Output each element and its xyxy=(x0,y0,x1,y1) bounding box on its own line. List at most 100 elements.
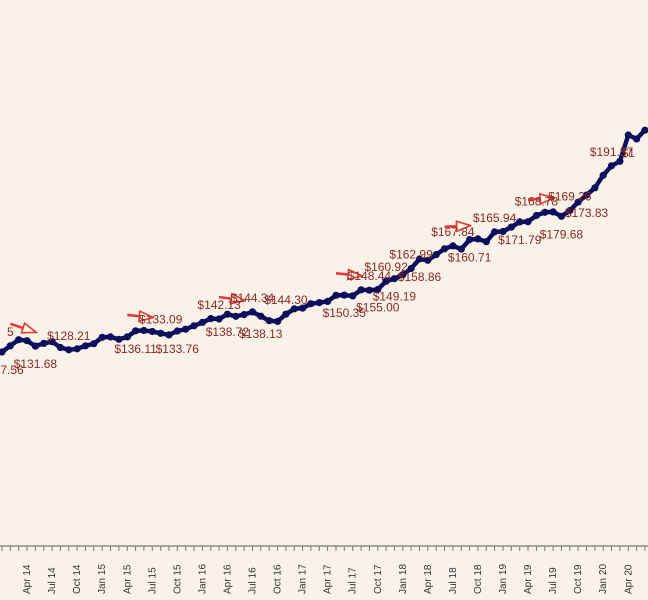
data-point[interactable] xyxy=(566,207,574,215)
data-point[interactable] xyxy=(499,227,507,236)
data-point[interactable] xyxy=(457,245,465,253)
data-point[interactable] xyxy=(541,208,549,216)
data-point[interactable] xyxy=(265,317,273,325)
data-point[interactable] xyxy=(324,297,332,305)
x-tick-label: Apr 17 xyxy=(323,564,334,594)
data-point[interactable] xyxy=(132,327,140,335)
data-point[interactable] xyxy=(624,131,632,139)
data-point[interactable] xyxy=(215,315,223,323)
x-tick-label: Oct 16 xyxy=(273,564,284,594)
data-point[interactable] xyxy=(98,333,106,341)
trend-arrow xyxy=(444,226,470,227)
data-point[interactable] xyxy=(582,191,591,199)
data-point[interactable] xyxy=(207,315,215,323)
data-point[interactable] xyxy=(290,305,298,313)
data-point[interactable] xyxy=(641,126,648,134)
trend-arrow xyxy=(127,315,152,318)
data-point[interactable] xyxy=(432,251,440,259)
data-point[interactable] xyxy=(524,218,532,226)
data-point[interactable] xyxy=(232,312,240,320)
data-point[interactable] xyxy=(516,218,524,226)
data-point[interactable] xyxy=(106,333,115,341)
trend-arrow xyxy=(218,297,244,301)
data-point[interactable] xyxy=(115,335,123,343)
data-point[interactable] xyxy=(48,338,56,346)
data-point[interactable] xyxy=(365,286,373,294)
data-point[interactable] xyxy=(633,135,641,143)
data-point[interactable] xyxy=(607,162,616,170)
annotation-layer: $127.56 5 $131.68 $128.21 $136.11 $133.09 $133… xyxy=(0,145,635,377)
data-point[interactable] xyxy=(123,333,131,341)
x-tick-label: Jan 20 xyxy=(598,564,609,594)
data-point[interactable] xyxy=(56,343,64,352)
data-point[interactable] xyxy=(248,308,257,316)
data-point[interactable] xyxy=(148,327,156,336)
data-point[interactable] xyxy=(182,325,190,333)
data-point[interactable] xyxy=(349,292,357,300)
data-point[interactable] xyxy=(6,342,14,350)
data-point[interactable] xyxy=(15,336,23,344)
data-point[interactable] xyxy=(240,311,248,319)
data-point[interactable] xyxy=(466,236,474,244)
data-point[interactable] xyxy=(173,327,181,335)
data-point[interactable] xyxy=(332,291,340,299)
data-point[interactable] xyxy=(340,291,348,299)
data-point[interactable] xyxy=(424,256,432,264)
data-point[interactable] xyxy=(616,157,624,165)
data-point[interactable] xyxy=(557,212,566,220)
data-point[interactable] xyxy=(399,271,407,279)
data-label: $148.44 xyxy=(348,269,392,283)
data-point[interactable] xyxy=(307,300,315,308)
x-tick-label: Apr 19 xyxy=(523,564,534,594)
data-label: $127.56 xyxy=(0,363,24,377)
data-point[interactable] xyxy=(65,346,73,354)
x-tick-label: Jul 17 xyxy=(348,567,359,594)
data-point[interactable] xyxy=(190,322,198,330)
data-point[interactable] xyxy=(0,348,6,356)
data-point[interactable] xyxy=(474,235,482,243)
data-point[interactable] xyxy=(299,304,307,312)
trend-arrow xyxy=(335,273,361,276)
data-point[interactable] xyxy=(90,340,98,348)
x-tick-label: Oct 17 xyxy=(373,564,384,594)
data-point[interactable] xyxy=(382,277,390,285)
x-tick-label: Apr 15 xyxy=(122,564,133,594)
data-point[interactable] xyxy=(23,337,31,345)
data-label: $165.94 xyxy=(473,211,517,225)
data-label: $160.71 xyxy=(448,251,492,265)
x-tick-label: Jul 15 xyxy=(147,567,158,594)
data-point[interactable] xyxy=(374,285,382,294)
data-label: $149.19 xyxy=(373,290,417,304)
data-point[interactable] xyxy=(274,317,282,325)
data-point[interactable] xyxy=(491,228,499,236)
data-point[interactable] xyxy=(574,198,582,206)
data-point[interactable] xyxy=(81,342,90,350)
data-point[interactable] xyxy=(415,255,424,263)
data-point[interactable] xyxy=(40,339,48,347)
data-point[interactable] xyxy=(282,310,290,318)
x-tick-label: Jul 19 xyxy=(548,567,559,594)
data-point[interactable] xyxy=(157,329,165,337)
data-point[interactable] xyxy=(31,342,39,350)
data-label: $155.00 xyxy=(356,301,400,315)
data-point[interactable] xyxy=(532,211,541,220)
data-point[interactable] xyxy=(591,184,599,192)
data-point[interactable] xyxy=(440,245,449,253)
data-point[interactable] xyxy=(165,331,173,339)
data-point[interactable] xyxy=(257,312,265,320)
data-point[interactable] xyxy=(449,242,457,250)
data-point[interactable] xyxy=(223,310,231,318)
data-point[interactable] xyxy=(198,318,206,326)
data-point[interactable] xyxy=(507,223,515,231)
data-point[interactable] xyxy=(73,345,81,353)
data-point[interactable] xyxy=(599,171,607,179)
data-point[interactable] xyxy=(482,238,490,246)
data-point[interactable] xyxy=(390,275,398,283)
data-point[interactable] xyxy=(407,264,415,273)
data-point[interactable] xyxy=(357,286,365,294)
data-point[interactable] xyxy=(315,299,323,307)
data-point[interactable] xyxy=(140,326,148,335)
data-point[interactable] xyxy=(549,208,557,216)
